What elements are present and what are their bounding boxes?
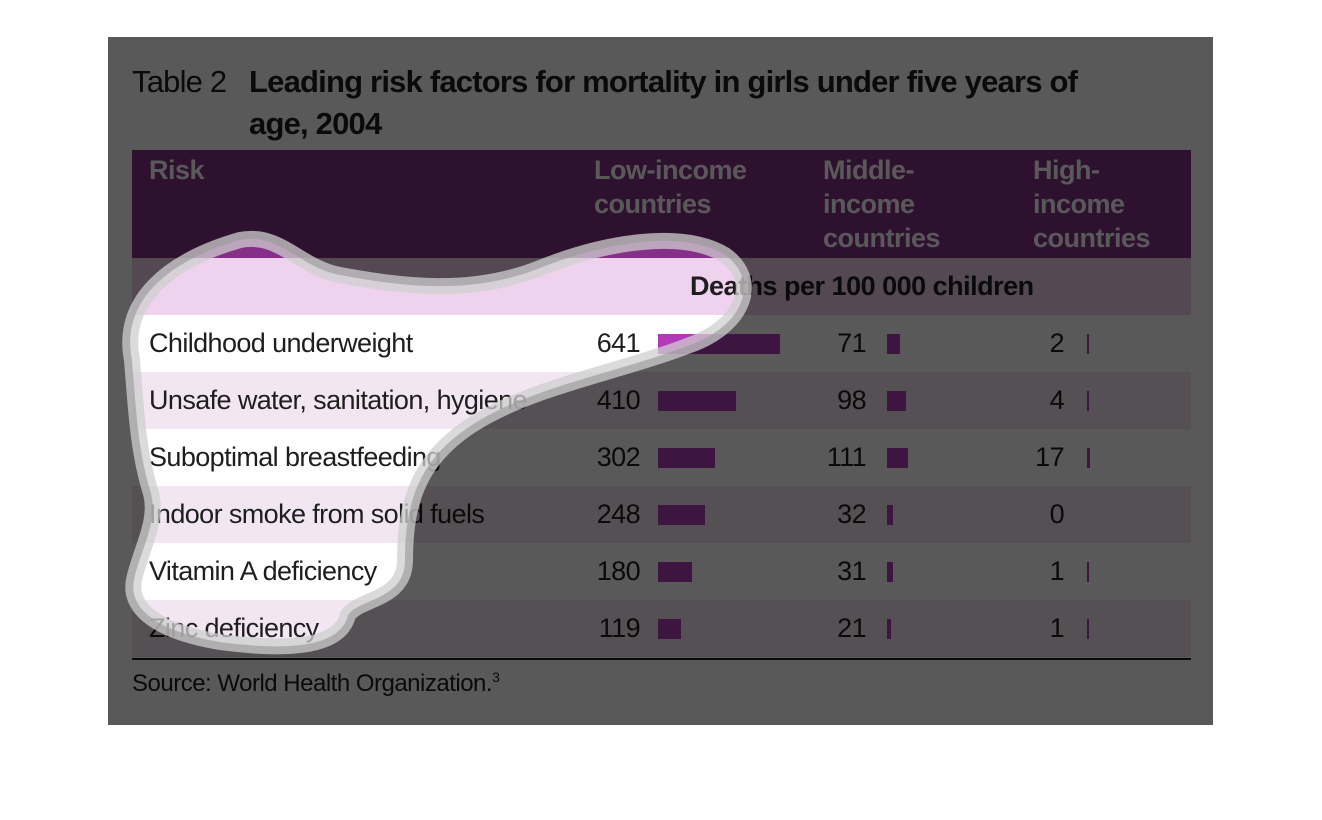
table-row: Zinc deficiency 119 21 1 <box>132 600 1191 657</box>
value-cell: 119 <box>594 613 823 644</box>
value-cell: 32 <box>823 499 1033 530</box>
header-cell: High-income countries <box>1033 150 1191 258</box>
header-cell: Middle-income countries <box>823 150 1033 258</box>
table-row: Vitamin A deficiency 180 31 1 <box>132 543 1191 600</box>
risk-cell: Childhood underweight <box>132 328 594 359</box>
value-bar <box>1087 447 1091 468</box>
header-text: High-income countries <box>1033 155 1151 253</box>
value-bar <box>658 447 716 468</box>
value-text: 1 <box>1049 613 1065 643</box>
value-bar <box>887 333 901 354</box>
source-text: Source: World Health Organization. <box>132 670 493 697</box>
value-bar <box>658 333 780 354</box>
value-text: 17 <box>1035 442 1064 472</box>
source-note: 3 <box>492 669 500 685</box>
value-cell: 1 <box>1033 613 1191 644</box>
value-cell: 641 <box>594 328 823 359</box>
table-body: Childhood underweight 641 71 2 Unsafe water,… <box>132 315 1191 657</box>
value-text: 4 <box>1049 385 1065 415</box>
value-text: 410 <box>596 385 641 415</box>
value-text: 21 <box>837 613 866 643</box>
value-text: 2 <box>1049 328 1065 358</box>
value-text: 119 <box>598 613 641 643</box>
table: Risk Low-income countries Middle-income … <box>132 150 1191 657</box>
risk-name: Vitamin A deficiency <box>149 556 377 586</box>
table-row: Indoor smoke from solid fuels 248 32 0 <box>132 486 1191 543</box>
risk-name: Childhood underweight <box>149 328 413 358</box>
header-text: Low-income countries <box>594 155 747 219</box>
value-text: 180 <box>596 556 641 586</box>
risk-name: Unsafe water, sanitation, hygiene <box>149 385 528 415</box>
value-cell: 2 <box>1033 328 1191 359</box>
table-row: Unsafe water, sanitation, hygiene 410 98 4 <box>132 372 1191 429</box>
value-cell: 21 <box>823 613 1033 644</box>
value-cell: 17 <box>1033 442 1191 473</box>
value-cell: 31 <box>823 556 1033 587</box>
value-cell: 4 <box>1033 385 1191 416</box>
source: Source: World Health Organization.3 <box>132 669 500 698</box>
value-bar <box>658 561 693 582</box>
value-text: 302 <box>596 442 641 472</box>
value-bar <box>658 504 706 525</box>
value-cell: 0 <box>1033 499 1191 530</box>
title-block: Table 2 Leading risk factors for mortali… <box>132 61 1109 145</box>
value-text: 98 <box>837 385 866 415</box>
value-cell: 302 <box>594 442 823 473</box>
value-bar <box>887 390 906 411</box>
risk-name: Zinc deficiency <box>149 613 319 643</box>
value-text: 71 <box>837 328 866 358</box>
risk-cell: Vitamin A deficiency <box>132 556 594 587</box>
value-cell: 71 <box>823 328 1033 359</box>
value-text: 248 <box>596 499 641 529</box>
value-bar <box>1087 618 1089 639</box>
value-cell: 248 <box>594 499 823 530</box>
header-row: Risk Low-income countries Middle-income … <box>132 150 1191 258</box>
risk-name: Indoor smoke from solid fuels <box>149 499 485 529</box>
risk-cell: Indoor smoke from solid fuels <box>132 499 594 530</box>
header-text: Middle-income countries <box>823 155 941 253</box>
header-cell: Low-income countries <box>594 150 823 258</box>
value-text: 641 <box>596 328 641 358</box>
value-bar <box>1087 561 1089 582</box>
value-cell: 98 <box>823 385 1033 416</box>
bottom-rule <box>132 658 1191 660</box>
table-row: Childhood underweight 641 71 2 <box>132 315 1191 372</box>
value-bar <box>1087 390 1089 411</box>
risk-cell: Suboptimal breastfeeding <box>132 442 594 473</box>
value-bar <box>887 504 894 525</box>
value-text: 32 <box>837 499 866 529</box>
value-bar <box>1087 333 1089 354</box>
header-text: Risk <box>149 155 205 185</box>
value-bar <box>887 447 909 468</box>
value-cell: 410 <box>594 385 823 416</box>
value-bar <box>887 618 891 639</box>
value-cell: 180 <box>594 556 823 587</box>
value-text: 1 <box>1049 556 1065 586</box>
value-bar <box>887 561 893 582</box>
table-row: Suboptimal breastfeeding 302 111 17 <box>132 429 1191 486</box>
table-label: Table 2 <box>132 64 227 99</box>
value-bar <box>658 390 736 411</box>
value-text: 0 <box>1049 499 1065 529</box>
value-bar <box>658 618 681 639</box>
risk-cell: Unsafe water, sanitation, hygiene <box>132 385 594 416</box>
risk-cell: Zinc deficiency <box>132 613 594 644</box>
unit-text: Deaths per 100 000 children <box>690 271 1034 301</box>
table-panel: Table 2 Leading risk factors for mortali… <box>108 37 1213 725</box>
unit-row: Deaths per 100 000 children <box>132 258 1191 315</box>
value-cell: 1 <box>1033 556 1191 587</box>
risk-name: Suboptimal breastfeeding <box>149 442 441 472</box>
table-title: Leading risk factors for mortality in gi… <box>249 64 1078 141</box>
value-text: 111 <box>826 442 867 472</box>
value-text: 31 <box>837 556 866 586</box>
value-cell: 111 <box>823 442 1033 473</box>
header-cell: Risk <box>132 150 594 258</box>
